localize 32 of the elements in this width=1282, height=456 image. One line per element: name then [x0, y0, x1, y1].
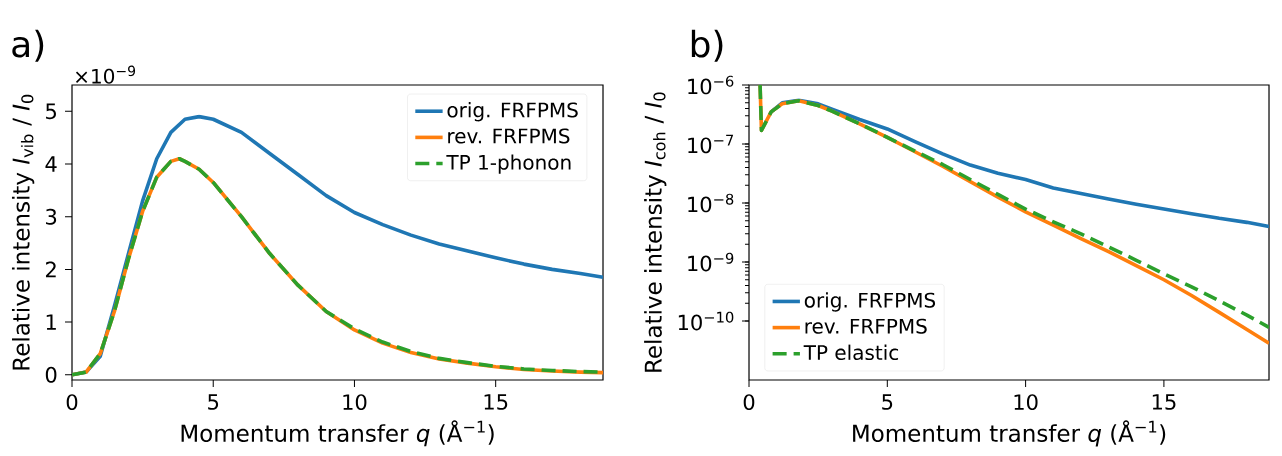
- legend-label: orig. FRFPMS: [804, 292, 936, 312]
- x-tick-label: 15: [484, 394, 508, 410]
- legend-label: rev. FRFPMS: [805, 318, 927, 334]
- y-tick-label: 5: [46, 103, 56, 120]
- y-tick-label: 10$^{−7}$: [688, 134, 734, 154]
- text: ×10$^{−9}$: [75, 65, 136, 84]
- x-tick-label: 10: [343, 394, 367, 411]
- y-tick-label: 10$^{−8}$: [688, 193, 734, 213]
- legend-label: orig. FRFPMS: [447, 102, 578, 122]
- y-tick-label: 3: [46, 208, 57, 225]
- y-tick-label: 4: [45, 156, 57, 172]
- legend-label: TP elastic: [803, 344, 899, 361]
- y-tick-label: 0: [45, 366, 57, 383]
- y-axis-title: Relative intensity I$_{vib}$ / I$_{0}$: [11, 94, 35, 370]
- x-axis-title: Momentum transfer q (Å$^{−1}$): [853, 420, 1166, 447]
- x-tick-label: 5: [882, 394, 893, 410]
- x-tick-label: 5: [208, 394, 219, 410]
- y-tick-label: 10$^{−6}$: [688, 75, 734, 95]
- y-tick-label: 10$^{−9}$: [688, 252, 734, 272]
- chart-title: b): [691, 29, 723, 62]
- x-tick-label: 10: [1014, 394, 1038, 411]
- y-tick-label: 1: [46, 314, 56, 330]
- x-tick-label: 15: [1152, 394, 1176, 410]
- y-tick-label: 10$^{−10}$: [678, 311, 734, 331]
- x-tick-label: 0: [66, 394, 78, 411]
- chart-title: a): [12, 29, 44, 62]
- x-axis-title: Momentum transfer q (Å$^{−1}$): [181, 420, 494, 447]
- y-axis-title: Relative intensity I$_{coh}$ / I$_{0}$: [644, 92, 667, 372]
- x-tick-label: 0: [743, 394, 755, 411]
- legend-label: TP 1-phonon: [446, 154, 571, 174]
- legend-label: rev. FRFPMS: [448, 128, 570, 144]
- y-tick-label: 2: [45, 261, 56, 278]
